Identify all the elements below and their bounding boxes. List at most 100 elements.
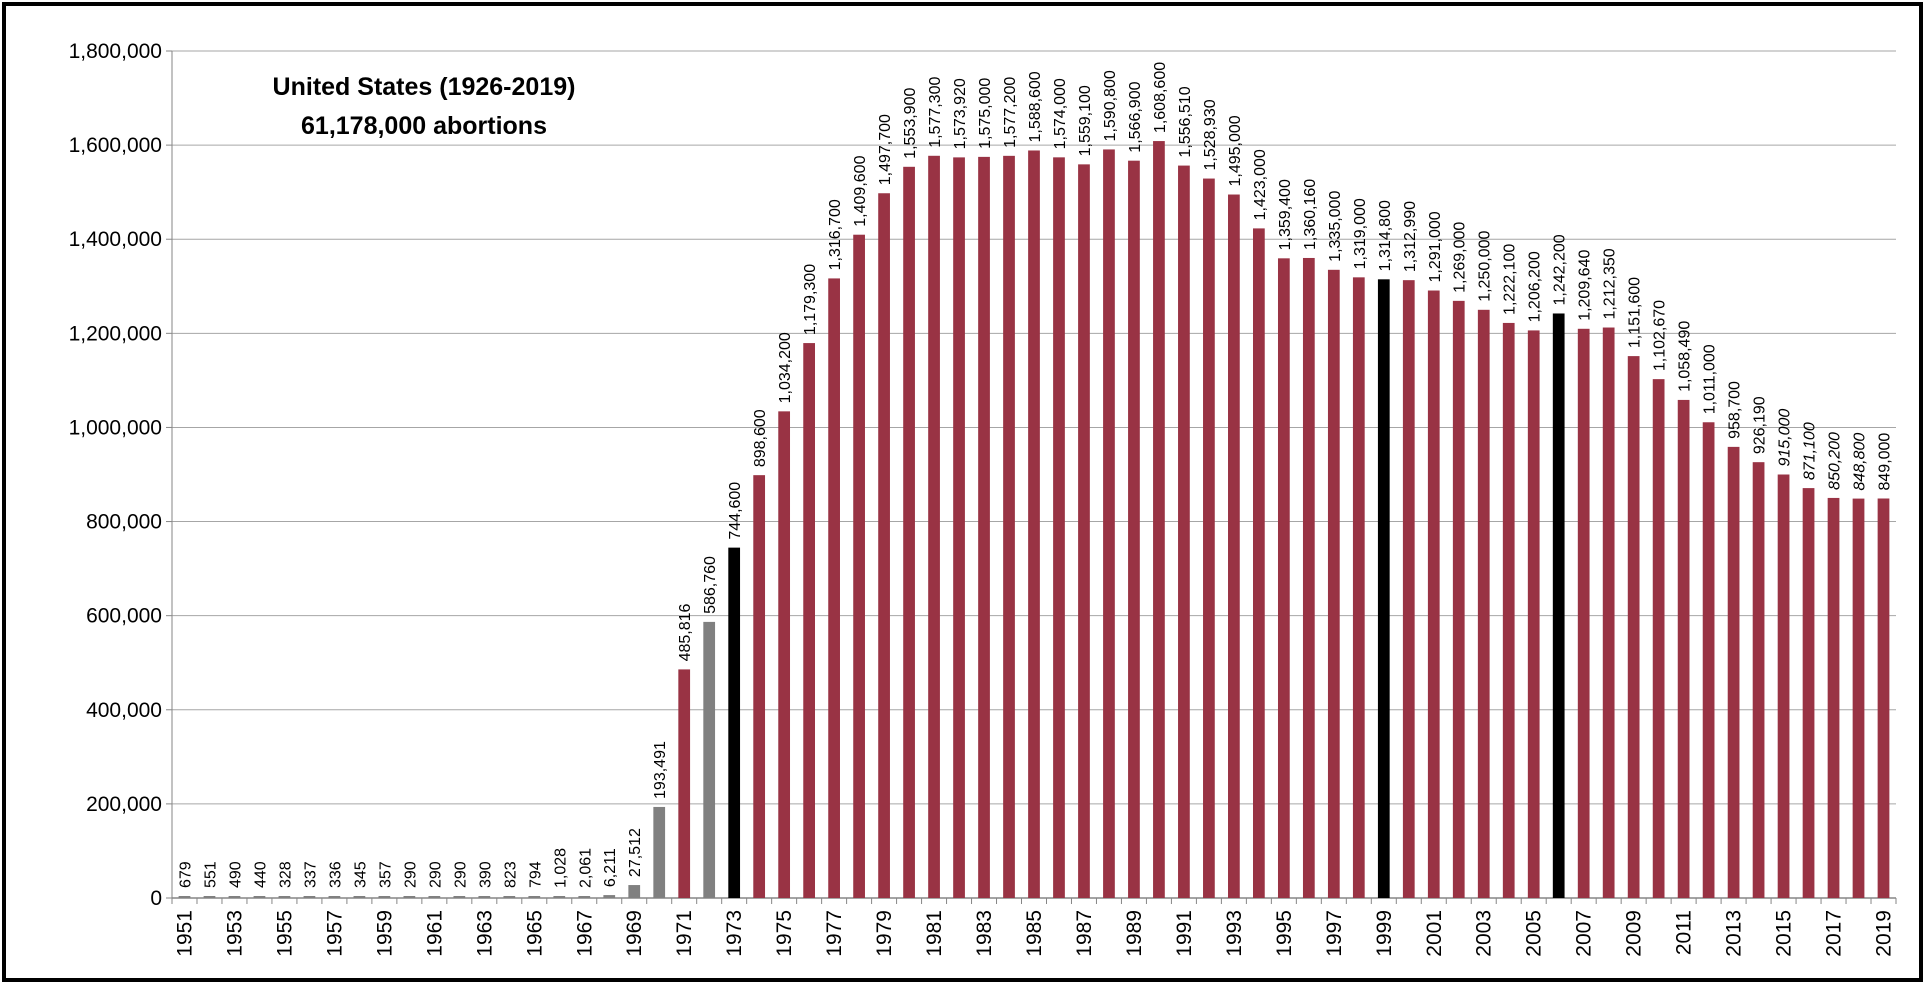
bar-1986 bbox=[1053, 157, 1065, 898]
bar-1991 bbox=[1178, 165, 1190, 899]
bar-1978 bbox=[853, 234, 865, 898]
bar-1974 bbox=[753, 475, 766, 898]
data-label-1987: 1,559,100 bbox=[1077, 85, 1094, 156]
y-tick-label: 1,600,000 bbox=[69, 134, 162, 157]
bar-2007 bbox=[1577, 328, 1590, 898]
data-label-1951: 679 bbox=[177, 861, 194, 888]
data-label-1977: 1,316,700 bbox=[827, 199, 844, 270]
data-label-1967: 2,061 bbox=[577, 848, 594, 888]
data-label-1991: 1,556,510 bbox=[1177, 86, 1194, 157]
y-tick-label: 800,000 bbox=[86, 511, 162, 534]
x-tick-label-1991: 1991 bbox=[1173, 910, 1196, 957]
bar-2000 bbox=[1402, 280, 1415, 898]
data-label-1965: 794 bbox=[527, 861, 544, 888]
data-label-1972: 586,760 bbox=[702, 556, 719, 614]
bar-2016 bbox=[1802, 488, 1815, 898]
bar-1996 bbox=[1302, 257, 1315, 899]
x-tick-label-1969: 1969 bbox=[623, 910, 646, 957]
x-tick-label-2007: 2007 bbox=[1573, 910, 1596, 957]
x-tick-label-2015: 2015 bbox=[1773, 910, 1796, 957]
data-label-2013: 958,700 bbox=[1727, 381, 1744, 439]
x-tick-label-1971: 1971 bbox=[673, 910, 696, 957]
x-tick-label-2001: 2001 bbox=[1423, 910, 1446, 957]
bar-2006 bbox=[1552, 313, 1565, 898]
x-tick-label-1963: 1963 bbox=[473, 910, 496, 957]
chart-title-line-1: United States (1926-2019) bbox=[272, 73, 576, 101]
bar-1961 bbox=[428, 896, 441, 898]
x-tick-label-1975: 1975 bbox=[773, 910, 796, 957]
bar-1951 bbox=[178, 896, 191, 898]
data-label-1955: 328 bbox=[277, 861, 294, 888]
bar-1987 bbox=[1078, 164, 1090, 899]
data-label-1989: 1,566,900 bbox=[1127, 81, 1144, 152]
data-label-2005: 1,206,200 bbox=[1527, 251, 1544, 322]
x-tick-label-1973: 1973 bbox=[723, 910, 746, 957]
bar-2019 bbox=[1877, 498, 1890, 898]
data-label-1978: 1,409,600 bbox=[852, 155, 869, 226]
data-label-2001: 1,291,000 bbox=[1427, 211, 1444, 282]
bar-1988 bbox=[1103, 149, 1115, 899]
data-label-1973: 744,600 bbox=[727, 482, 744, 540]
y-tick-label: 200,000 bbox=[86, 793, 162, 816]
data-label-1981: 1,577,300 bbox=[927, 77, 944, 148]
data-label-1964: 823 bbox=[502, 861, 519, 888]
bar-1979 bbox=[878, 193, 890, 898]
data-label-2002: 1,269,000 bbox=[1452, 222, 1469, 293]
data-label-1960: 290 bbox=[402, 861, 419, 888]
bar-1959 bbox=[378, 896, 391, 898]
bar-1964 bbox=[503, 896, 516, 898]
bar-1976 bbox=[803, 343, 816, 898]
x-tick-label-1985: 1985 bbox=[1023, 910, 1046, 957]
bar-1990 bbox=[1153, 141, 1165, 898]
x-tick-label-1953: 1953 bbox=[223, 910, 246, 957]
x-tick-label-2017: 2017 bbox=[1823, 910, 1846, 957]
bar-2010 bbox=[1652, 379, 1665, 898]
data-label-1969: 27,512 bbox=[627, 828, 644, 877]
data-label-1953: 490 bbox=[227, 861, 244, 888]
bar-2005 bbox=[1527, 330, 1540, 898]
data-label-1975: 1,034,200 bbox=[777, 332, 794, 403]
bar-1999 bbox=[1377, 279, 1390, 898]
bar-1965 bbox=[528, 896, 541, 898]
data-label-1957: 336 bbox=[327, 861, 344, 888]
bar-2004 bbox=[1502, 322, 1515, 898]
bar-1953 bbox=[228, 896, 241, 898]
data-label-2007: 1,209,640 bbox=[1577, 250, 1594, 321]
x-tick-label-2013: 2013 bbox=[1723, 910, 1746, 957]
x-tick-label-1977: 1977 bbox=[823, 910, 846, 957]
data-label-1986: 1,574,000 bbox=[1052, 78, 1069, 149]
x-tick-label-2003: 2003 bbox=[1473, 910, 1496, 957]
data-label-2018: 848,800 bbox=[1852, 433, 1869, 491]
bar-2009 bbox=[1627, 356, 1640, 898]
bar-2015 bbox=[1777, 474, 1790, 898]
data-label-2000: 1,312,990 bbox=[1402, 201, 1419, 272]
data-label-1984: 1,577,200 bbox=[1002, 77, 1019, 148]
bar-1971 bbox=[678, 669, 691, 898]
data-label-1956: 337 bbox=[302, 861, 319, 888]
bar-2017 bbox=[1827, 497, 1840, 898]
bar-1983 bbox=[978, 156, 990, 898]
bar-1994 bbox=[1252, 228, 1265, 899]
x-tick-label-1989: 1989 bbox=[1123, 910, 1146, 957]
data-label-2017: 850,200 bbox=[1827, 432, 1844, 490]
bar-1958 bbox=[353, 896, 366, 898]
data-label-2019: 849,000 bbox=[1877, 433, 1894, 491]
x-tick-label-1981: 1981 bbox=[923, 910, 946, 957]
bar-2012 bbox=[1702, 422, 1715, 898]
chart-title-line-2: 61,178,000 abortions bbox=[301, 112, 547, 140]
bar-1982 bbox=[953, 157, 965, 899]
bar-1966 bbox=[553, 896, 566, 898]
data-label-1979: 1,497,700 bbox=[877, 114, 894, 185]
x-tick-label-1965: 1965 bbox=[523, 910, 546, 957]
x-tick-label-2019: 2019 bbox=[1873, 910, 1896, 957]
bar-1957 bbox=[328, 896, 341, 898]
x-tick-label-2005: 2005 bbox=[1523, 910, 1546, 957]
bar-1998 bbox=[1352, 277, 1365, 898]
y-tick-label: 1,000,000 bbox=[69, 416, 162, 439]
data-label-1983: 1,575,000 bbox=[977, 78, 994, 149]
data-label-1976: 1,179,300 bbox=[802, 264, 819, 335]
x-tick-label-1955: 1955 bbox=[273, 910, 296, 957]
bar-2013 bbox=[1727, 446, 1740, 898]
data-label-1982: 1,573,920 bbox=[952, 78, 969, 149]
data-label-1966: 1,028 bbox=[552, 848, 569, 888]
